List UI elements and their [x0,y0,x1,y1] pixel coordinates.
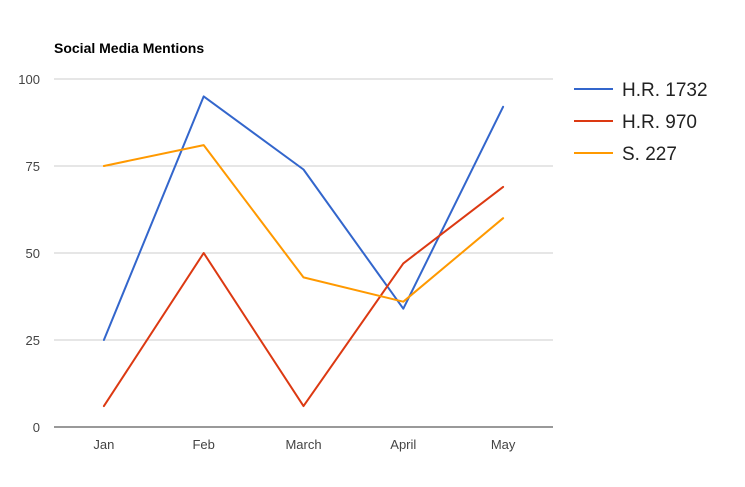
legend-label: H.R. 1732 [622,80,708,101]
x-tick-label: May [491,437,516,452]
legend-item: S. 227 [574,144,677,165]
gridlines [54,79,553,340]
legend-item: H.R. 970 [574,112,697,133]
y-tick-label: 50 [26,246,40,261]
y-tick-label: 0 [33,420,40,435]
x-tick-label: April [390,437,416,452]
x-tick-label: Feb [192,437,214,452]
legend-label: S. 227 [622,144,677,165]
series-lines [104,96,503,406]
y-tick-label: 25 [26,333,40,348]
chart-title: Social Media Mentions [54,40,204,56]
y-tick-label: 100 [18,72,40,87]
y-tick-label: 75 [26,159,40,174]
x-axis-ticks: Jan Feb March April May [93,437,515,452]
series-line [104,187,503,406]
legend-item: H.R. 1732 [574,80,708,101]
legend-label: H.R. 970 [622,112,697,133]
x-tick-label: March [285,437,321,452]
series-line [104,96,503,340]
x-tick-label: Jan [93,437,114,452]
y-axis-ticks: 0 25 50 75 100 [18,72,40,435]
legend: H.R. 1732 H.R. 970 S. 227 [574,80,708,165]
